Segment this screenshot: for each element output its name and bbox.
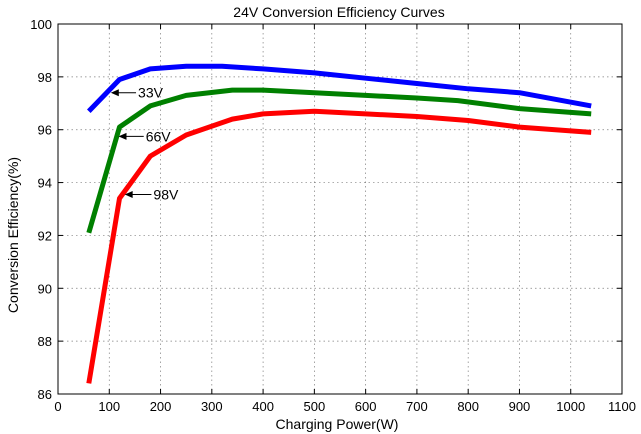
annotation-arrow-head (124, 190, 133, 198)
series-line-98v (86, 108, 592, 384)
annotation-label-66v: 66V (146, 128, 172, 144)
series-annotations: 33V 66V 98V (110, 85, 179, 202)
x-tick-label: 400 (252, 399, 274, 414)
series-lines (86, 63, 592, 384)
annotation-arrow-head (110, 89, 119, 97)
y-tick-label: 86 (38, 387, 52, 402)
x-tick-label: 700 (406, 399, 428, 414)
y-tick-label: 96 (38, 123, 52, 138)
x-tick-label: 300 (201, 399, 223, 414)
series-line-66v (86, 87, 592, 234)
y-tick-label: 98 (38, 70, 52, 85)
y-tick-label: 94 (38, 176, 52, 191)
y-axis-title: Conversion Efficiency(%) (5, 157, 21, 313)
x-tick-label: 500 (304, 399, 326, 414)
x-tick-label: 1100 (608, 399, 636, 414)
y-tick-label: 92 (38, 228, 52, 243)
x-tick-label: 900 (509, 399, 531, 414)
x-tick-label: 800 (457, 399, 479, 414)
x-tick-label: 100 (98, 399, 120, 414)
x-tick-label: 200 (150, 399, 172, 414)
x-tick-label: 1000 (556, 399, 585, 414)
x-tick-label: 0 (54, 399, 61, 414)
x-tick-label: 600 (355, 399, 377, 414)
annotation-arrow-head (118, 132, 127, 140)
y-tick-label: 100 (30, 17, 52, 32)
x-axis-title: Charging Power(W) (276, 416, 399, 432)
plot-frame (57, 23, 623, 395)
y-tick-label: 88 (38, 334, 52, 349)
grid (58, 24, 622, 394)
annotation-label-33v: 33V (138, 85, 164, 101)
chart-title: 24V Conversion Efficiency Curves (233, 4, 444, 20)
annotation-label-98v: 98V (153, 186, 179, 202)
series-line-33v (87, 63, 592, 113)
axis-ticks: 0 100 200 300 400 500 600 700 800 900 1000 1100 86 88… (30, 17, 636, 414)
y-tick-label: 90 (38, 281, 52, 296)
